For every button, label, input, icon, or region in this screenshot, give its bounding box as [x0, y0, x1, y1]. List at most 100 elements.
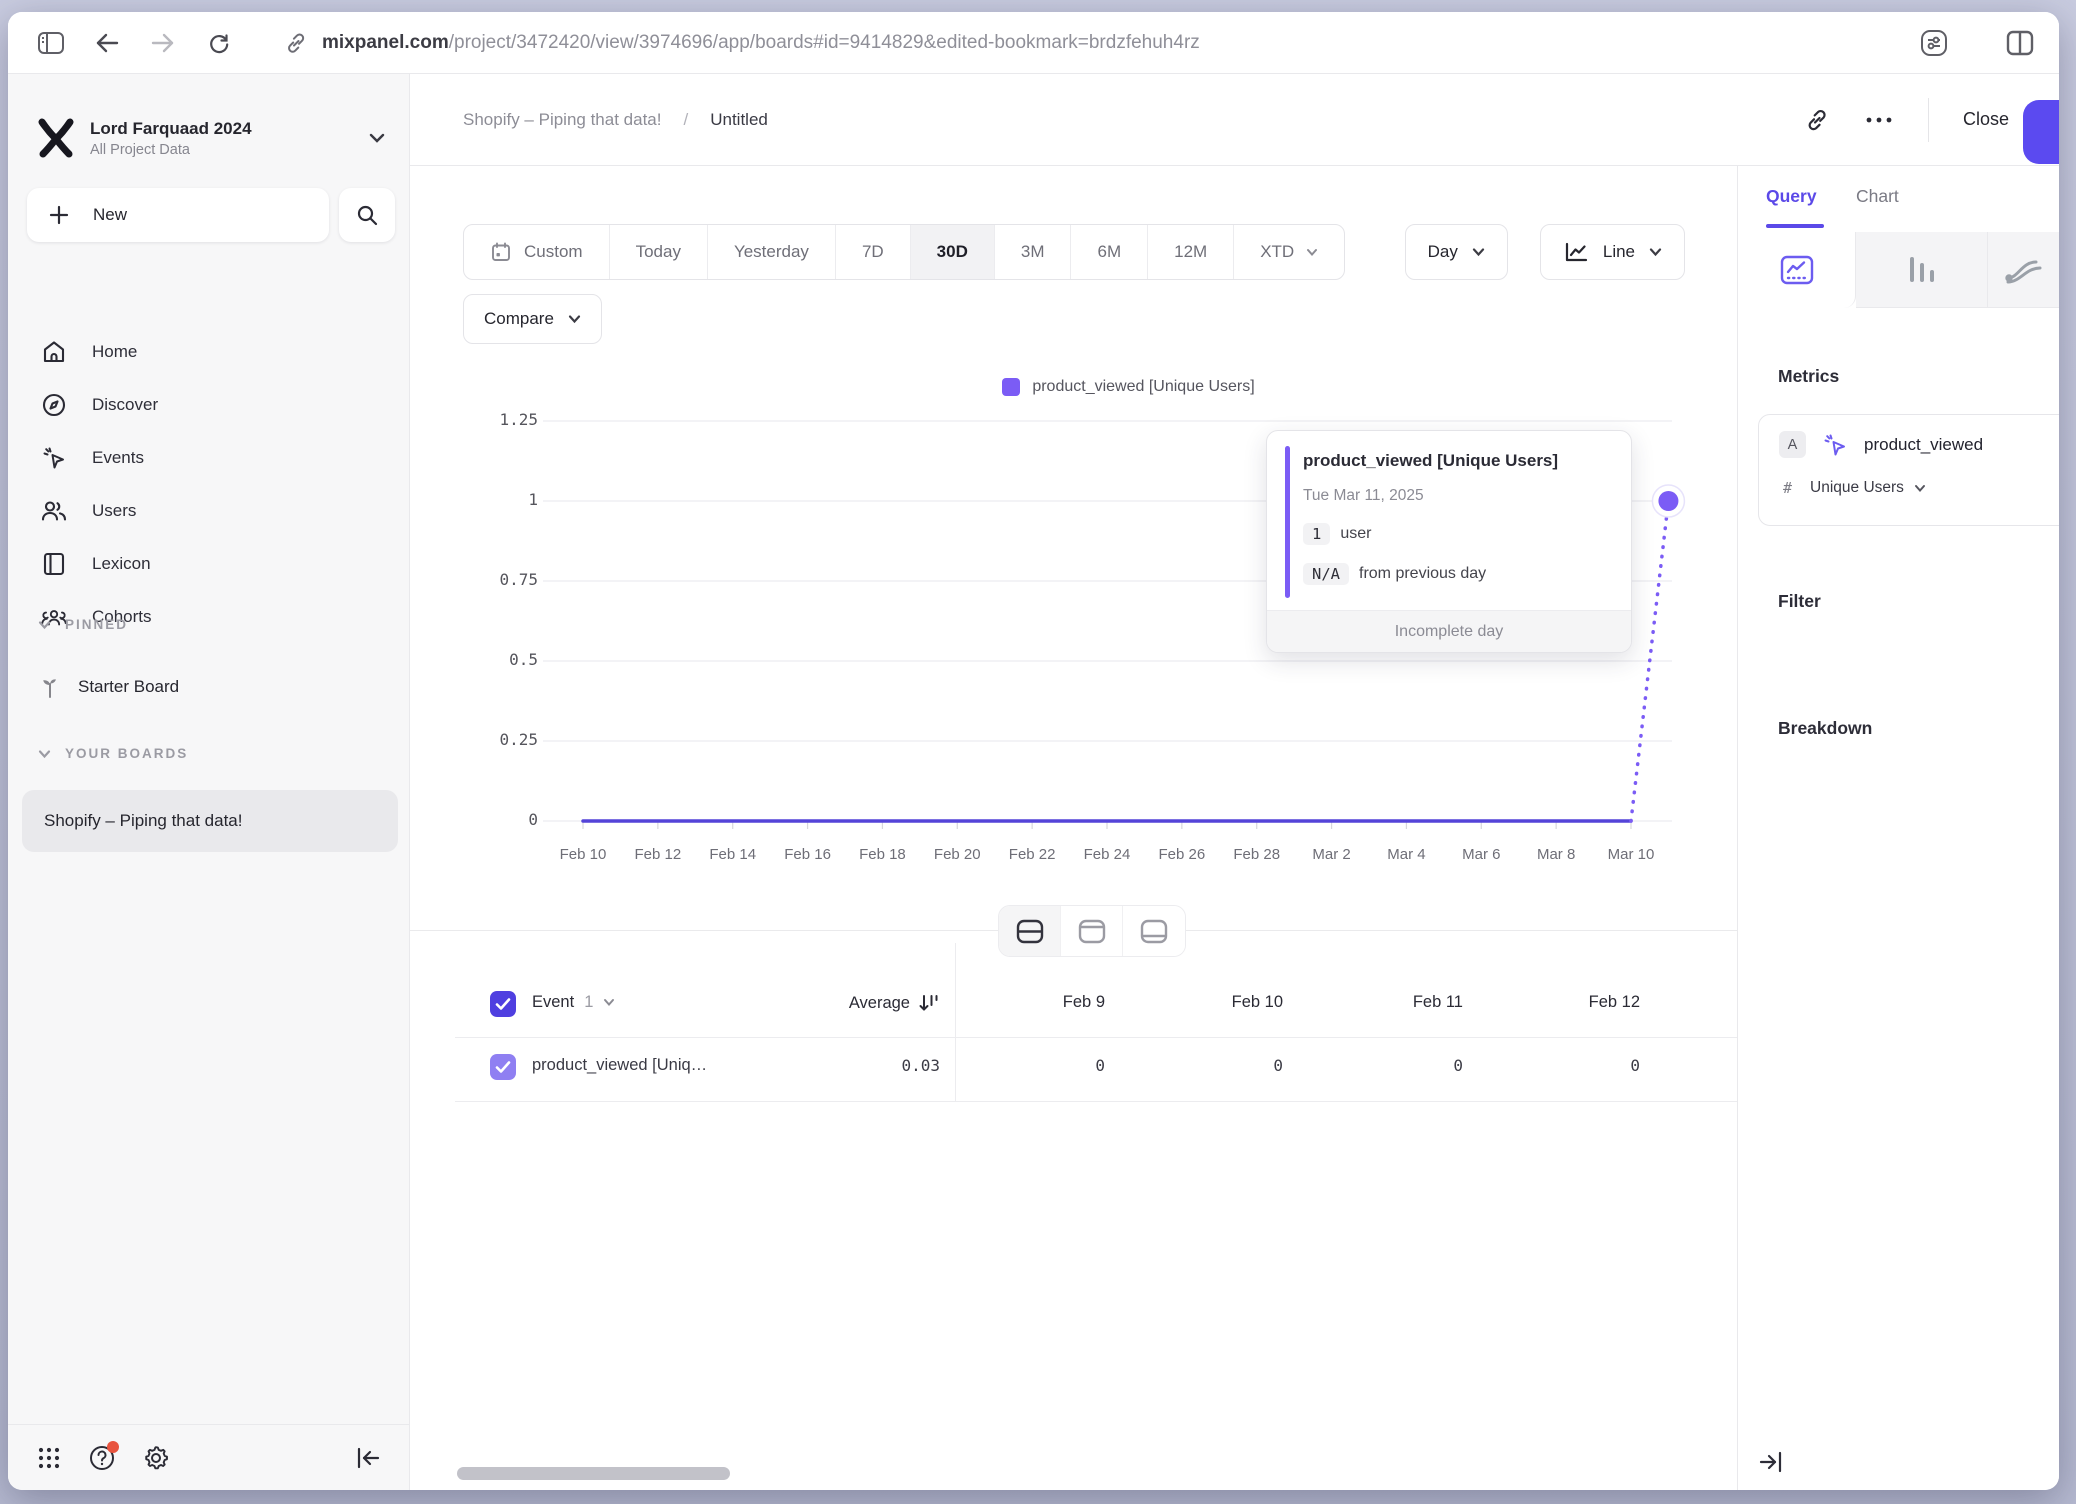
tab-chart[interactable]: Chart: [1856, 186, 1899, 206]
x-tick-label: Feb 26: [1159, 846, 1206, 863]
data-point[interactable]: [1658, 491, 1679, 511]
legend-label: product_viewed [Unique Users]: [1032, 378, 1255, 395]
project-name: Lord Farquaad 2024: [90, 118, 252, 138]
pinned-section-header[interactable]: PINNED: [38, 617, 128, 632]
back-icon[interactable]: [90, 26, 124, 60]
search-button[interactable]: [339, 188, 395, 242]
your-boards-header-label: YOUR BOARDS: [65, 746, 189, 761]
horizontal-scrollbar[interactable]: [457, 1467, 730, 1480]
insights-chart-tab[interactable]: [1738, 232, 1856, 308]
granularity-label: Day: [1427, 242, 1458, 261]
row-checkbox[interactable]: [490, 1054, 516, 1080]
sidebar-toggle-icon[interactable]: [34, 26, 68, 60]
average-column-header[interactable]: Average: [740, 993, 940, 1013]
event-count: 1: [584, 993, 594, 1011]
range-30d-selected[interactable]: 30D: [910, 225, 995, 279]
plus-icon: [49, 205, 69, 225]
collapse-sidebar-icon[interactable]: [355, 1446, 381, 1470]
reload-icon[interactable]: [202, 26, 236, 60]
pinned-item-label: Starter Board: [78, 677, 180, 696]
search-icon: [355, 203, 379, 227]
new-button[interactable]: New: [27, 188, 329, 242]
sidebar-item-label: Users: [92, 500, 137, 520]
sidebar-item-home[interactable]: Home: [8, 325, 409, 378]
metric-measure-dropdown[interactable]: Unique Users: [1810, 479, 1926, 497]
tooltip-footer: Incomplete day: [1267, 610, 1631, 652]
x-tick-label: Feb 18: [859, 846, 906, 863]
range-today[interactable]: Today: [610, 225, 708, 279]
chart-type-dropdown[interactable]: Line: [1539, 224, 1685, 280]
y-tick-label: 0.75: [499, 570, 538, 589]
layout-top-toggle[interactable]: [1061, 906, 1123, 956]
sidebar-item-starter-board[interactable]: Starter Board: [38, 674, 179, 700]
chevron-down-icon: [568, 314, 581, 324]
help-button[interactable]: [88, 1440, 119, 1472]
chart-tooltip: product_viewed [Unique Users] Tue Mar 11…: [1266, 430, 1632, 653]
more-options-icon[interactable]: [1864, 116, 1894, 124]
line-chart[interactable]: Feb 10 Feb 12 Feb 14 Feb 16 Feb 18 Feb 20 Feb …: [543, 411, 1686, 871]
event-column-header[interactable]: Event 1: [532, 993, 615, 1012]
project-switcher[interactable]: Lord Farquaad 2024 All Project Data: [34, 112, 393, 164]
range-label: Yesterday: [733, 242, 809, 261]
tooltip-date: Tue Mar 11, 2025: [1303, 487, 1424, 504]
layout-toggle-group: [998, 905, 1186, 957]
range-custom[interactable]: Custom: [464, 225, 610, 279]
save-button[interactable]: [2023, 100, 2059, 164]
tune-icon[interactable]: [1917, 26, 1951, 60]
sidebar-item-discover[interactable]: Discover: [8, 378, 409, 431]
y-tick-label: 1: [528, 490, 538, 509]
metric-card[interactable]: A product_viewed # Unique Users: [1758, 414, 2059, 526]
table-cell-value: 0: [1453, 1056, 1463, 1075]
collapse-panel-icon[interactable]: [1758, 1450, 1784, 1474]
range-12m[interactable]: 12M: [1148, 225, 1235, 279]
date-column-header: Feb 9: [1062, 993, 1105, 1011]
book-icon: [40, 551, 68, 577]
data-table-section: Event 1 Average Feb 9: [410, 930, 1737, 1490]
tab-query[interactable]: Query: [1766, 186, 1817, 206]
funnels-bars-tab[interactable]: [1856, 232, 1988, 308]
sidebar-item-label: Discover: [92, 394, 159, 414]
table-row-average: 0.03: [901, 1056, 940, 1075]
address-bar[interactable]: mixpanel.com/project/3472420/view/397469…: [284, 31, 1897, 55]
range-label: 3M: [1020, 242, 1045, 261]
y-tick-label: 1.25: [499, 410, 538, 429]
sort-icon: [918, 993, 940, 1013]
your-boards-section-header[interactable]: YOUR BOARDS: [38, 746, 188, 761]
x-tick-label: Mar 10: [1608, 846, 1655, 863]
split-view-icon[interactable]: [2003, 26, 2037, 60]
range-7d[interactable]: 7D: [836, 225, 911, 279]
copy-link-icon[interactable]: [1804, 107, 1830, 133]
event-header-checkbox[interactable]: [490, 991, 516, 1017]
active-tab-underline: [1766, 224, 1824, 228]
range-6m[interactable]: 6M: [1071, 225, 1149, 279]
table-row-event-name[interactable]: product_viewed [Uniq…: [532, 1056, 708, 1074]
x-tick-label: Mar 2: [1312, 846, 1350, 863]
layout-bottom-toggle[interactable]: [1123, 906, 1185, 956]
granularity-dropdown[interactable]: Day: [1404, 224, 1508, 280]
layout-split-toggle[interactable]: [999, 906, 1061, 956]
table-column-divider: [955, 943, 956, 1101]
y-tick-label: 0.5: [509, 650, 538, 669]
query-panel: Query Chart Metrics: [1737, 166, 2059, 1490]
chart-type-label: Line: [1602, 242, 1635, 261]
compass-icon: [40, 392, 68, 418]
sidebar-item-users[interactable]: Users: [8, 484, 409, 537]
range-xtd[interactable]: XTD: [1234, 225, 1344, 279]
apps-grid-icon[interactable]: [36, 1445, 62, 1471]
sidebar-item-lexicon[interactable]: Lexicon: [8, 537, 409, 590]
sidebar-item-events[interactable]: Events: [8, 431, 409, 484]
compare-dropdown[interactable]: Compare: [463, 294, 602, 344]
events-spark-icon: [1822, 432, 1848, 458]
settings-gear-icon[interactable]: [142, 1444, 170, 1472]
header-divider: [1927, 97, 1929, 142]
forward-icon[interactable]: [146, 26, 180, 60]
close-button[interactable]: Close: [1962, 109, 2009, 129]
line-chart-icon: [1563, 240, 1589, 264]
metric-operator: #: [1783, 479, 1793, 497]
breadcrumb-page[interactable]: Untitled: [710, 109, 768, 129]
range-3m[interactable]: 3M: [995, 225, 1072, 279]
sidebar-item-board-shopify[interactable]: Shopify – Piping that data!: [22, 790, 398, 852]
flows-tab[interactable]: [1988, 232, 2059, 308]
range-yesterday[interactable]: Yesterday: [708, 225, 836, 279]
breadcrumb-board[interactable]: Shopify – Piping that data!: [463, 109, 662, 129]
